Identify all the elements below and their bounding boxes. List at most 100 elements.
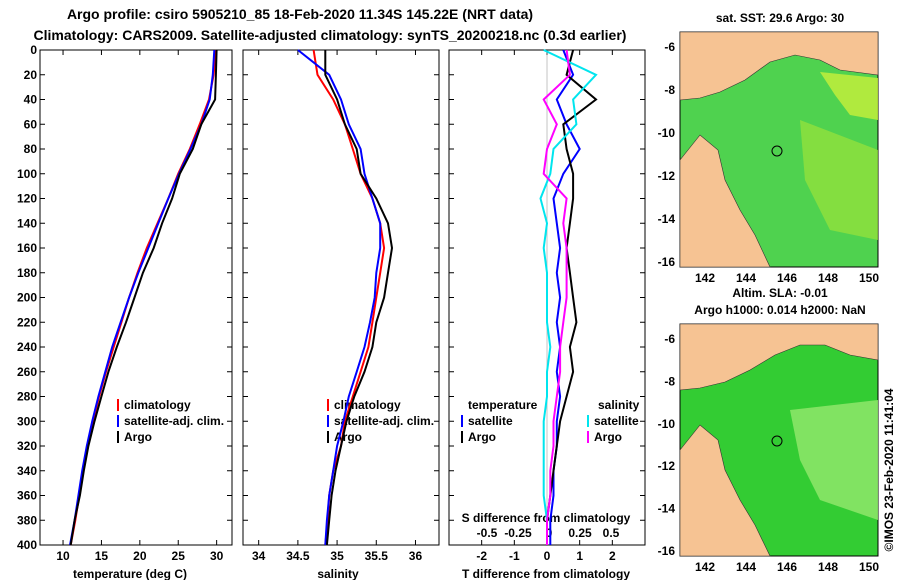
map-x-tick-label: 148 — [818, 560, 838, 574]
legend-label-argo: Argo — [124, 430, 152, 444]
y-tick-label: 40 — [24, 93, 38, 107]
s-tick-label: -0.25 — [504, 526, 532, 540]
series-line-satellite-adj-clim- — [69, 49, 216, 546]
y-tick-label: 280 — [17, 390, 37, 404]
y-tick-label: 220 — [17, 315, 37, 329]
map-sst-title: sat. SST: 29.6 Argo: 30 — [716, 11, 845, 25]
y-tick-label: 20 — [24, 68, 38, 82]
legend-label-climatology: climatology — [334, 398, 401, 412]
x-tick-label: 15 — [95, 549, 109, 563]
y-tick-label: 400 — [17, 538, 37, 552]
temperature-panel-frame — [39, 49, 233, 546]
imos-credit: ©IMOS 23-Feb-2020 11:41:04 — [882, 388, 896, 551]
map-height-title: Argo h1000: 0.014 h2000: NaN — [694, 303, 865, 317]
map-y-tick-label: -12 — [658, 169, 676, 183]
y-tick-label: 120 — [17, 192, 37, 206]
series-line-satellite-adj-clim- — [297, 49, 382, 546]
map-y-tick-label: -12 — [658, 459, 676, 473]
s-tick-label: 0.5 — [603, 526, 620, 540]
x-tick-label: 35.5 — [365, 549, 389, 563]
map-y-tick-label: -16 — [658, 255, 676, 269]
map-height-light-patch — [790, 400, 878, 520]
y-tick-label: 0 — [30, 43, 37, 57]
series-line-climatology — [69, 49, 217, 546]
chart-title-line2: Climatology: CARS2009. Satellite-adjuste… — [33, 27, 627, 43]
x-tick-label: 2 — [609, 549, 616, 563]
chart-title-line1: Argo profile: csiro 5905210_85 18-Feb-20… — [66, 6, 534, 22]
map-x-tick-label: 144 — [736, 560, 756, 574]
map-sst-light-patch — [800, 120, 878, 240]
series-line-argo — [69, 49, 218, 546]
x-tick-label: 30 — [210, 549, 224, 563]
x-tick-label: 35 — [330, 549, 344, 563]
x-tick-label: 34 — [252, 549, 266, 563]
y-tick-label: 320 — [17, 439, 37, 453]
difference-axis-label: T difference from climatology — [462, 567, 630, 580]
legend-label-sal-satellite: satellite — [594, 414, 639, 428]
legend-label-satellite: satellite-adj. clim. — [124, 414, 224, 428]
legend-label-climatology: climatology — [124, 398, 191, 412]
series-line-salinity-argo — [542, 49, 571, 545]
map-x-tick-label: 142 — [695, 271, 715, 285]
map-x-tick-label: 142 — [695, 560, 715, 574]
map-x-tick-label: 146 — [777, 271, 797, 285]
map-y-tick-label: -14 — [658, 502, 676, 516]
y-tick-label: 160 — [17, 241, 37, 255]
y-tick-label: 140 — [17, 216, 37, 230]
map-y-tick-label: -14 — [658, 212, 676, 226]
x-tick-label: 36 — [409, 549, 423, 563]
y-tick-label: 340 — [17, 464, 37, 478]
x-tick-label: 0 — [544, 549, 551, 563]
y-tick-label: 380 — [17, 513, 37, 527]
argo-location-marker — [771, 145, 783, 157]
map-sst-footer: Altim. SLA: -0.01 — [732, 286, 828, 300]
salinity-axis-label: salinity — [317, 567, 359, 580]
map-x-tick-label: 150 — [859, 271, 879, 285]
map-sst-land-south — [679, 134, 771, 268]
map-height-land-north — [679, 323, 879, 391]
difference-legend: temperature salinity satellite Argo sate… — [461, 398, 640, 444]
x-tick-label: 34.5 — [286, 549, 310, 563]
map-y-tick-label: -6 — [664, 40, 675, 54]
salinity-panel-frame — [242, 49, 440, 546]
map-y-tick-label: -16 — [658, 544, 676, 558]
x-tick-label: 1 — [576, 549, 583, 563]
map-sst-warm-patch — [820, 72, 878, 120]
series-line-argo — [324, 50, 394, 546]
map-height-land-south — [679, 424, 771, 557]
legend-label-sal-argo: Argo — [594, 430, 622, 444]
argo-location-marker — [771, 435, 783, 447]
s-tick-label: 0.25 — [568, 526, 592, 540]
x-tick-label: -1 — [509, 549, 520, 563]
map-height: Argo h1000: 0.014 h2000: NaN — [679, 303, 879, 557]
y-tick-label: 200 — [17, 291, 37, 305]
map-x-tick-label: 144 — [736, 271, 756, 285]
map-sst-land-north — [679, 31, 879, 101]
map-x-tick-label: 146 — [777, 560, 797, 574]
y-tick-label: 180 — [17, 266, 37, 280]
map-y-tick-label: -6 — [664, 332, 675, 346]
y-tick-label: 260 — [17, 365, 37, 379]
legend-label-temp-satellite: satellite — [468, 414, 513, 428]
y-tick-label: 360 — [17, 489, 37, 503]
map-y-tick-label: -8 — [664, 83, 675, 97]
temperature-axis-label: temperature (deg C) — [73, 567, 187, 580]
legend-title-temperature: temperature — [468, 398, 538, 412]
temperature-legend: climatology satellite-adj. clim. Argo — [117, 398, 224, 444]
map-x-tick-label: 150 — [859, 560, 879, 574]
y-tick-label: 240 — [17, 340, 37, 354]
series-line-climatology — [312, 49, 386, 546]
legend-title-salinity: salinity — [598, 398, 640, 412]
s-tick-label: 0 — [546, 526, 553, 540]
s-tick-label: -0.5 — [477, 526, 498, 540]
x-tick-label: 25 — [172, 549, 186, 563]
series-line-salinity-satellite — [539, 49, 598, 545]
x-tick-label: 10 — [56, 549, 70, 563]
map-y-tick-label: -8 — [664, 374, 675, 388]
y-tick-label: 300 — [17, 414, 37, 428]
x-tick-label: 20 — [133, 549, 147, 563]
y-tick-label: 100 — [17, 167, 37, 181]
y-tick-label: 80 — [24, 142, 38, 156]
map-sst: sat. SST: 29.6 Argo: 30 Altim. SLA: -0.0… — [679, 11, 879, 300]
